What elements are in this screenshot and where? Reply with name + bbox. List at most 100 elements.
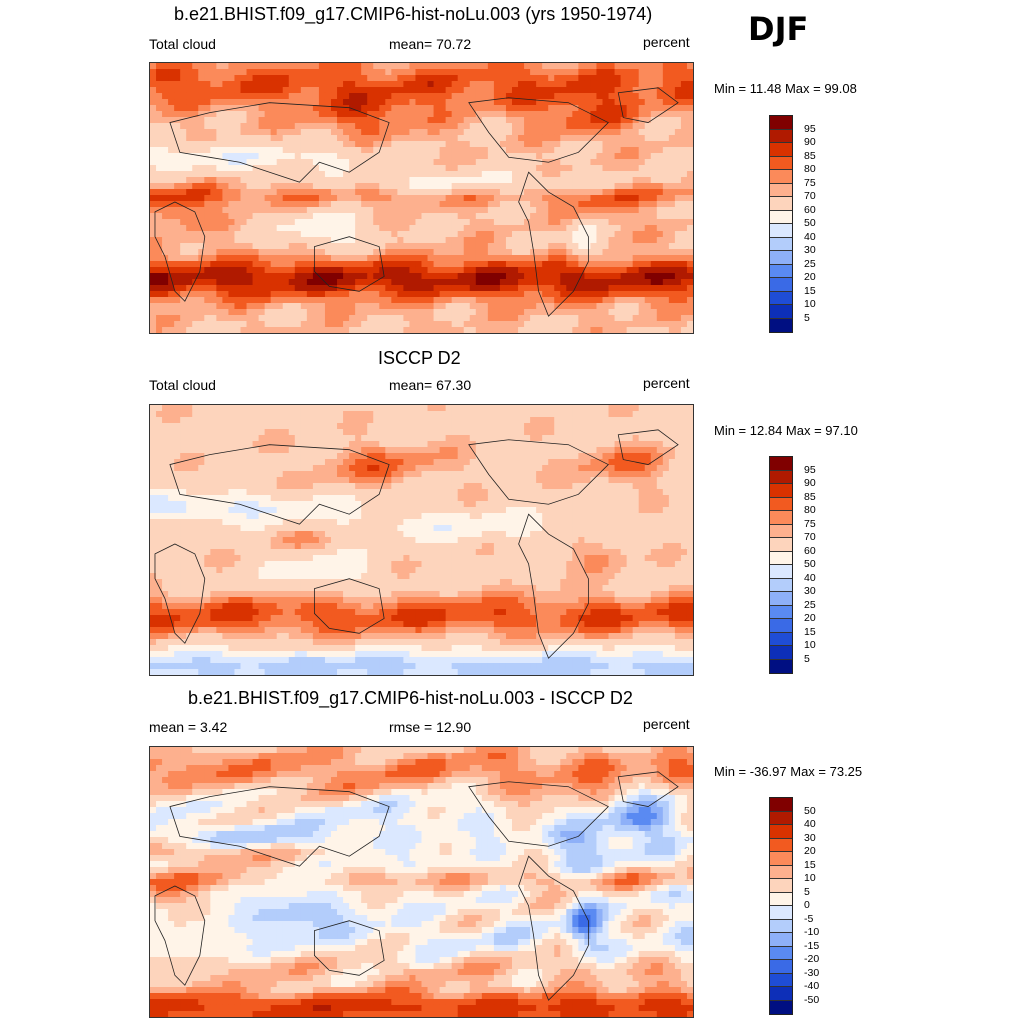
panel-1-variable-label: Total cloud — [149, 36, 216, 52]
colorbar-tick-label: 95 — [804, 122, 816, 135]
panel-2-minmax: Min = 12.84 Max = 97.10 — [714, 423, 858, 438]
colorbar-swatch — [770, 197, 792, 211]
panel-3-rmse-label: rmse = 12.90 — [389, 719, 472, 735]
colorbar-tick-label: 95 — [804, 463, 816, 476]
colorbar-swatch — [770, 524, 792, 538]
colorbar-tick-label: -30 — [804, 966, 820, 979]
colorbar-tick-label: 5 — [804, 652, 810, 665]
colorbar-tick-label: 15 — [804, 625, 816, 638]
colorbar-tick-label: 50 — [804, 217, 816, 229]
colorbar-swatch — [770, 183, 792, 197]
panel-3-title: b.e21.BHIST.f09_g17.CMIP6-hist-noLu.003 … — [188, 688, 633, 708]
colorbar-swatch — [770, 497, 792, 511]
colorbar-swatch — [770, 305, 792, 319]
colorbar-swatch — [770, 632, 792, 646]
panel-3-colorbar — [769, 797, 793, 1015]
colorbar-swatch — [770, 251, 792, 265]
colorbar-swatch — [770, 646, 792, 660]
panel-1-units-label: percent — [643, 34, 690, 50]
panel-3-units-label: percent — [643, 716, 690, 732]
colorbar-swatch — [770, 237, 792, 251]
colorbar-tick-label: 85 — [804, 149, 816, 162]
colorbar-tick-label: -20 — [804, 953, 820, 965]
colorbar-tick-label: 50 — [804, 804, 816, 817]
colorbar-tick-label: -50 — [804, 993, 820, 1006]
colorbar-tick-label: 20 — [804, 845, 816, 857]
colorbar-swatch — [770, 933, 792, 947]
colorbar-swatch — [770, 291, 792, 305]
colorbar-swatch — [770, 592, 792, 606]
colorbar-tick-label: 15 — [804, 858, 816, 871]
colorbar-swatch — [770, 457, 792, 471]
colorbar-swatch — [770, 838, 792, 852]
colorbar-tick-label: 50 — [804, 558, 816, 570]
colorbar-swatch — [770, 318, 792, 332]
colorbar-swatch — [770, 798, 792, 812]
colorbar-swatch — [770, 484, 792, 498]
colorbar-swatch — [770, 973, 792, 987]
colorbar-tick-label: 70 — [804, 190, 816, 202]
colorbar-tick-label: 60 — [804, 544, 816, 557]
colorbar-tick-label: 20 — [804, 612, 816, 624]
panel-2-colorbar — [769, 456, 793, 674]
panel-1-map — [149, 62, 694, 334]
panel-1-mean-label: mean= 70.72 — [389, 36, 472, 52]
colorbar-swatch — [770, 906, 792, 920]
colorbar-swatch — [770, 659, 792, 673]
colorbar-swatch — [770, 852, 792, 866]
panel-2-units-label: percent — [643, 375, 690, 391]
colorbar-tick-label: 75 — [804, 517, 816, 530]
colorbar-tick-label: 70 — [804, 531, 816, 543]
colorbar-tick-label: 80 — [804, 163, 816, 175]
colorbar-tick-label: 25 — [804, 257, 816, 270]
colorbar-swatch — [770, 156, 792, 170]
colorbar-swatch — [770, 919, 792, 933]
colorbar-tick-label: 5 — [804, 885, 810, 898]
colorbar-swatch — [770, 264, 792, 278]
colorbar-tick-label: 15 — [804, 284, 816, 297]
colorbar-tick-label: 30 — [804, 585, 816, 597]
colorbar-tick-label: 20 — [804, 271, 816, 283]
panel-3-minmax: Min = -36.97 Max = 73.25 — [714, 764, 863, 779]
colorbar-tick-label: -10 — [804, 926, 820, 938]
colorbar-tick-label: 40 — [804, 571, 816, 584]
colorbar-tick-label: 90 — [804, 136, 816, 148]
colorbar-tick-label: 75 — [804, 176, 816, 189]
colorbar-tick-label: 30 — [804, 831, 816, 844]
colorbar-swatch — [770, 551, 792, 565]
colorbar-swatch — [770, 210, 792, 224]
colorbar-swatch — [770, 865, 792, 879]
colorbar-tick-label: 90 — [804, 477, 816, 489]
panel-2-map — [149, 404, 694, 676]
colorbar-swatch — [770, 825, 792, 839]
colorbar-swatch — [770, 278, 792, 292]
colorbar-tick-label: 40 — [804, 230, 816, 243]
panel-3-map — [149, 746, 694, 1018]
colorbar-tick-label: 5 — [804, 311, 810, 324]
colorbar-swatch — [770, 578, 792, 592]
colorbar-swatch — [770, 565, 792, 579]
colorbar-swatch — [770, 619, 792, 633]
colorbar-swatch — [770, 538, 792, 552]
colorbar-tick-label: 10 — [804, 639, 816, 651]
colorbar-tick-label: 60 — [804, 203, 816, 216]
colorbar-swatch — [770, 987, 792, 1001]
colorbar-swatch — [770, 960, 792, 974]
panel-2-mean-label: mean= 67.30 — [389, 377, 472, 393]
panel-2-variable-label: Total cloud — [149, 377, 216, 393]
colorbar-swatch — [770, 1000, 792, 1014]
colorbar-swatch — [770, 470, 792, 484]
colorbar-swatch — [770, 605, 792, 619]
colorbar-tick-label: 40 — [804, 818, 816, 830]
colorbar-swatch — [770, 129, 792, 143]
panel-1-colorbar — [769, 115, 793, 333]
colorbar-tick-label: 0 — [804, 899, 810, 911]
colorbar-tick-label: 25 — [804, 598, 816, 611]
colorbar-tick-label: 10 — [804, 872, 816, 884]
colorbar-swatch — [770, 946, 792, 960]
colorbar-tick-label: -40 — [804, 980, 820, 992]
panel-1-minmax: Min = 11.48 Max = 99.08 — [714, 81, 857, 96]
colorbar-swatch — [770, 892, 792, 906]
colorbar-swatch — [770, 224, 792, 238]
colorbar-tick-label: 80 — [804, 504, 816, 516]
